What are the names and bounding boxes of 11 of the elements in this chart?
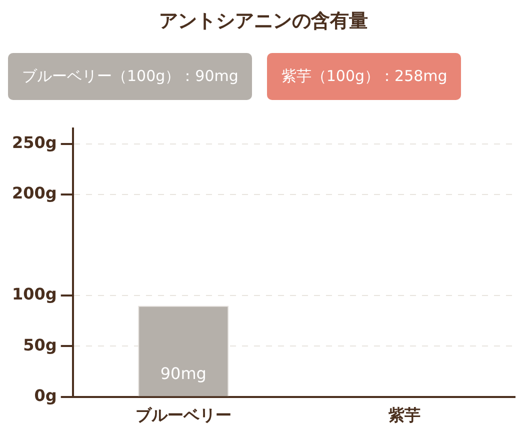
- y-tick-label: 0g: [34, 386, 57, 405]
- y-tick-label: 250g: [12, 132, 57, 152]
- y-tick-label: 100g: [12, 284, 57, 304]
- y-tick-label: 50g: [23, 335, 57, 354]
- text: 紫芋（100g）：258mg: [267, 53, 462, 100]
- chart-title: アントシアニンの含有量: [158, 9, 369, 34]
- x-tick-label: 紫芋: [387, 406, 420, 425]
- x-tick-label: ブルーベリー: [135, 406, 232, 425]
- data-label: 90mg: [160, 364, 206, 383]
- y-tick-label: 200g: [12, 184, 57, 203]
- text: ブルーベリー（100g）：90mg: [8, 53, 252, 100]
